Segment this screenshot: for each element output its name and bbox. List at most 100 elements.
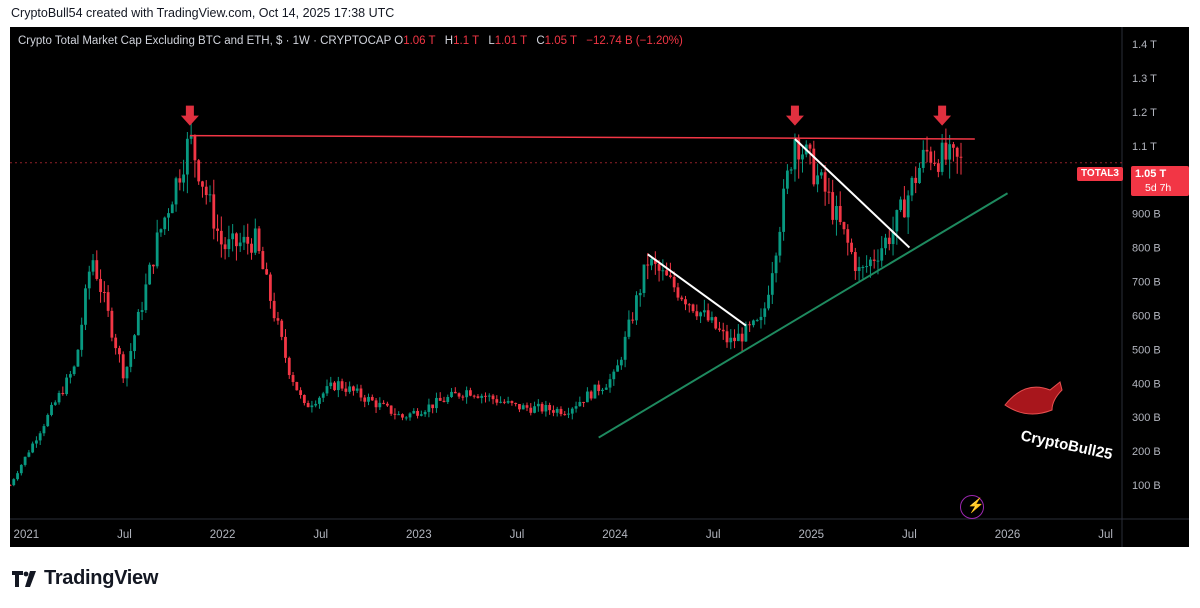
candle-body bbox=[672, 276, 676, 288]
tradingview-logo-icon bbox=[12, 570, 36, 587]
candle-body bbox=[155, 232, 159, 267]
candle-body bbox=[733, 337, 736, 342]
candle-body bbox=[744, 324, 748, 342]
candle-body bbox=[684, 299, 687, 305]
candle-body bbox=[559, 408, 563, 415]
candle-body bbox=[536, 403, 540, 407]
symbol-tag: TOTAL3 bbox=[1077, 167, 1123, 181]
candle-body bbox=[336, 381, 340, 391]
y-tick-label: 100 B bbox=[1132, 480, 1161, 492]
candle-body bbox=[68, 374, 72, 378]
candle-body bbox=[736, 333, 740, 342]
candle-body bbox=[408, 413, 412, 418]
candle-body bbox=[223, 244, 227, 250]
down-arrow-marker bbox=[785, 105, 804, 126]
candle-body bbox=[84, 288, 87, 325]
candle-body bbox=[268, 274, 272, 301]
candle-body bbox=[540, 403, 544, 412]
candle-body bbox=[816, 175, 819, 185]
candle-body bbox=[352, 386, 355, 391]
candle-body bbox=[314, 403, 318, 406]
candle-body bbox=[959, 156, 963, 158]
x-tick-label: 2022 bbox=[210, 529, 236, 541]
candle-body bbox=[144, 284, 148, 311]
candle-body bbox=[140, 310, 144, 312]
tradingview-logo[interactable]: TradingView bbox=[12, 567, 158, 590]
last-price-tag: 1.05 T 5d 7h bbox=[1131, 166, 1189, 196]
candle-body bbox=[721, 329, 725, 332]
candle-body bbox=[35, 440, 38, 444]
last-price: 1.05 T bbox=[1135, 168, 1167, 180]
candle-body bbox=[604, 387, 608, 390]
price-chart[interactable]: 100 B 200 B 300 B 400 B 500 B 600 B 700 B 800 B… bbox=[10, 27, 1189, 547]
candle-body bbox=[204, 186, 208, 196]
candle-body bbox=[95, 260, 99, 279]
candle-body bbox=[389, 405, 393, 414]
candle-body bbox=[665, 270, 669, 276]
candle-body bbox=[914, 177, 918, 184]
candle-body bbox=[865, 266, 869, 268]
watermark-text: CryptoBull25 bbox=[1019, 427, 1114, 463]
candle-body bbox=[219, 230, 223, 245]
candle-body bbox=[740, 333, 744, 342]
chart-legend: Crypto Total Market Cap Excluding BTC an… bbox=[18, 35, 689, 47]
candle-body bbox=[348, 386, 352, 392]
candle-body bbox=[208, 194, 212, 196]
candle-body bbox=[597, 384, 601, 392]
candle-body bbox=[869, 259, 872, 267]
candle-body bbox=[782, 188, 786, 232]
candle-body bbox=[484, 395, 487, 397]
y-tick-label: 1.4 T bbox=[1132, 39, 1157, 51]
candle-body bbox=[608, 379, 612, 388]
candle-body bbox=[680, 297, 684, 300]
candle-body bbox=[891, 231, 895, 245]
candle-body bbox=[378, 402, 382, 408]
candle-body bbox=[42, 426, 46, 434]
candle-body bbox=[650, 258, 653, 266]
candle-body bbox=[589, 391, 593, 399]
candle-body bbox=[461, 396, 465, 398]
candle-body bbox=[299, 390, 302, 395]
candle-body bbox=[748, 324, 752, 326]
candle-body bbox=[367, 396, 370, 402]
candle-body bbox=[763, 308, 767, 317]
x-tick-label: Jul bbox=[510, 529, 525, 541]
bull-logo-icon bbox=[1004, 381, 1063, 415]
candle-body bbox=[533, 406, 536, 413]
candle-body bbox=[31, 443, 35, 453]
candle-body bbox=[265, 269, 269, 275]
chart-panel[interactable]: 100 B 200 B 300 B 400 B 500 B 600 B 700 B 800 B… bbox=[10, 27, 1189, 547]
candle-body bbox=[423, 411, 427, 415]
candle-body bbox=[227, 239, 231, 250]
candle-body bbox=[642, 264, 646, 293]
candle-body bbox=[570, 408, 574, 414]
downtrend-line-2024 bbox=[647, 253, 747, 327]
lightning-icon[interactable]: ⚡ bbox=[960, 495, 984, 519]
candle-body bbox=[669, 275, 672, 277]
candle-body bbox=[333, 382, 336, 391]
legend-o-value: 1.06 T bbox=[403, 35, 436, 47]
candle-body bbox=[661, 270, 665, 272]
candle-body bbox=[382, 402, 386, 404]
candle-body bbox=[178, 178, 182, 183]
candle-body bbox=[593, 384, 597, 399]
legend-l-value: 1.01 T bbox=[494, 35, 528, 47]
candle-body bbox=[850, 242, 853, 253]
candle-body bbox=[510, 401, 514, 403]
legend-o-label: O bbox=[394, 35, 404, 47]
candle-body bbox=[563, 414, 567, 416]
y-tick-label: 700 B bbox=[1132, 276, 1161, 288]
support-trendline bbox=[598, 192, 1009, 439]
candle-body bbox=[812, 148, 816, 185]
candle-body bbox=[548, 405, 552, 411]
resistance-line bbox=[189, 134, 975, 140]
candle-body bbox=[80, 324, 84, 350]
candle-body bbox=[880, 248, 884, 261]
candle-body bbox=[38, 433, 42, 441]
candle-body bbox=[72, 366, 76, 375]
candle-body bbox=[476, 396, 480, 398]
down-arrow-marker bbox=[933, 105, 952, 126]
candle-body bbox=[619, 359, 623, 366]
candle-body bbox=[136, 311, 140, 336]
candle-body bbox=[623, 336, 627, 360]
